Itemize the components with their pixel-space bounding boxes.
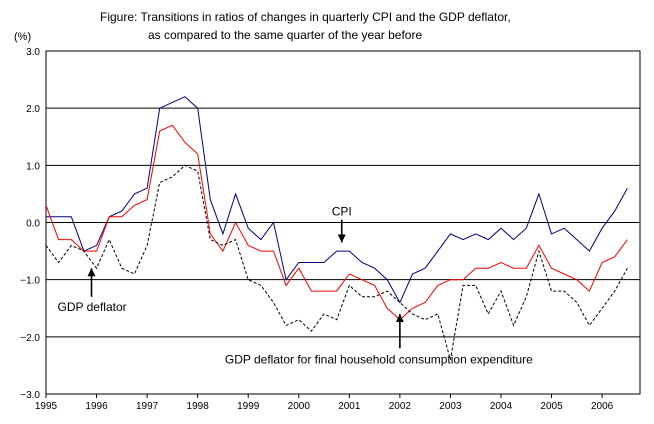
x-tick-label: 2000 — [288, 401, 311, 412]
y-tick-label: 3.0 — [26, 47, 40, 58]
x-tick-label: 2005 — [540, 401, 563, 412]
x-tick-label: 2002 — [389, 401, 412, 412]
annotation-arrow-head — [87, 268, 96, 277]
series-layer — [45, 96, 628, 360]
x-tick-label: 1998 — [187, 401, 210, 412]
x-tick-label: 2003 — [439, 401, 462, 412]
x-tick-label: 2006 — [591, 401, 614, 412]
x-tick-label: 2001 — [338, 401, 361, 412]
cpi-line — [46, 96, 628, 304]
y-tick-label: −1.0 — [20, 276, 40, 287]
chart-title-line-2: as compared to the same quarter of the y… — [148, 28, 423, 42]
annotation-label: GDP deflator — [57, 300, 126, 314]
annotation-label: CPI — [332, 205, 352, 219]
annotations-layer: CPI GDP deflator GDP deflator for final ho… — [57, 205, 533, 367]
y-tick-label: 0.0 — [26, 219, 40, 230]
y-tick-label: 2.0 — [26, 104, 40, 115]
y-tick-label: 1.0 — [26, 161, 40, 172]
x-tick-label: 1996 — [85, 401, 108, 412]
gdp-deflator-for-final-household-consumption-expenditure-line — [45, 124, 628, 321]
plot-frame — [45, 50, 641, 395]
x-tick-label: 1997 — [136, 401, 159, 412]
annotation-label: GDP deflator for final household consump… — [225, 352, 533, 366]
y-tick-label: −2.0 — [20, 333, 40, 344]
x-tick-label: 1995 — [35, 401, 58, 412]
chart-title-line-1: Figure: Transitions in ratios of changes… — [100, 10, 511, 24]
annotation-arrow-head — [395, 313, 404, 322]
x-tick-label: 1999 — [237, 401, 260, 412]
gdp-deflator-line — [45, 164, 628, 360]
gridlines — [46, 107, 640, 338]
annotation-arrow-head — [337, 234, 346, 243]
x-tick-label: 2004 — [490, 401, 513, 412]
y-axis-label: (%) — [14, 31, 31, 43]
y-tick-label: −3.0 — [20, 390, 40, 401]
